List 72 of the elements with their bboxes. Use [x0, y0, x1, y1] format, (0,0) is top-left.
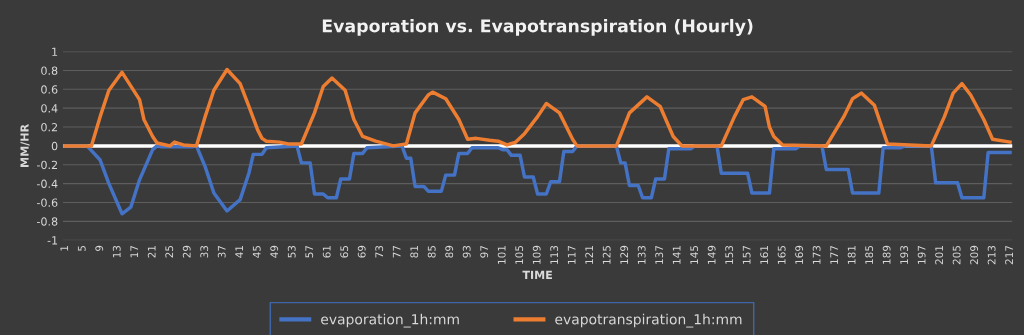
x-tick-label: 181	[847, 246, 856, 264]
legend-label: evapotranspiration_1h:mm	[555, 313, 742, 328]
x-tick-label: 37	[217, 245, 226, 258]
x-tick-label: 145	[690, 245, 699, 264]
x-tick-label: 161	[760, 246, 769, 264]
x-tick-label: 173	[812, 245, 821, 264]
x-tick-label: 117	[567, 245, 576, 264]
x-tick-label: 97	[480, 245, 489, 258]
x-tick-label: 133	[637, 245, 646, 264]
x-tick-label: 157	[742, 245, 751, 264]
x-tick-label: 81	[410, 246, 419, 258]
x-tick-label: 45	[252, 245, 261, 258]
y-tick-label: -1	[47, 236, 58, 245]
x-tick-label: 185	[865, 245, 874, 264]
y-tick-label: -0.8	[36, 217, 58, 226]
y-tick-label: -0.4	[36, 179, 58, 188]
x-tick-label: 77	[392, 245, 401, 258]
x-tick-label: 217	[1005, 245, 1013, 265]
x-tick-label: 169	[795, 245, 804, 264]
y-tick-label: 0.6	[41, 85, 58, 94]
x-tick-label: 149	[707, 245, 716, 264]
x-tick-label: 69	[357, 245, 366, 258]
x-tick-label: 29	[182, 245, 191, 258]
x-tick-label: 201	[935, 246, 944, 265]
x-tick-label: 205	[952, 245, 961, 265]
x-tick-label: 61	[322, 246, 331, 258]
x-tick-label: 33	[200, 245, 209, 258]
x-tick-label: 93	[462, 245, 471, 258]
x-tick-label: 25	[165, 245, 174, 258]
x-tick-label: 137	[655, 245, 664, 264]
x-tick-label: 9	[95, 245, 104, 252]
x-tick-label: 53	[287, 245, 296, 258]
x-tick-label: 65	[340, 245, 349, 258]
x-tick-label: 121	[585, 246, 593, 264]
x-tick-label: 209	[970, 245, 979, 265]
x-tick-label: 85	[427, 245, 436, 258]
chart-title: Evaporation vs. Evapotranspiration (Hourly)	[322, 18, 753, 36]
x-tick-label: 193	[900, 245, 909, 264]
x-tick-label: 1	[60, 246, 69, 251]
x-tick-label: 101	[497, 246, 506, 264]
x-tick-label: 49	[270, 245, 279, 258]
x-tick-label: 5	[77, 245, 86, 251]
x-tick-label: 113	[550, 245, 559, 264]
x-tick-label: 57	[305, 245, 314, 258]
x-tick-label: 213	[987, 245, 996, 265]
x-tick-label: 109	[532, 245, 541, 264]
x-tick-label: 13	[112, 245, 121, 258]
y-tick-label: -0.6	[36, 198, 58, 207]
y-tick-label: 0	[51, 141, 58, 151]
y-tick-label: 0.8	[41, 66, 58, 75]
x-tick-label: 73	[375, 245, 384, 258]
y-tick-label: -0.2	[36, 160, 57, 170]
y-tick-label: 0.2	[41, 123, 57, 132]
x-tick-label: 41	[235, 246, 244, 258]
x-tick-label: 129	[620, 245, 629, 264]
line-series	[63, 67, 1012, 148]
x-tick-label: 153	[725, 245, 734, 264]
x-axis-title: TIME	[522, 270, 552, 279]
y-tick-label: 0.4	[41, 104, 58, 113]
x-tick-label: 125	[602, 245, 611, 264]
x-tick-label: 177	[830, 245, 838, 264]
x-tick-label: 189	[882, 245, 891, 264]
x-tick-label: 141	[672, 246, 681, 264]
x-tick-label: 165	[777, 245, 786, 264]
x-tick-label: 197	[917, 245, 926, 264]
x-tick-label: 17	[130, 245, 139, 258]
x-tick-label: 89	[445, 245, 454, 258]
x-tick-label: 21	[147, 246, 156, 258]
y-axis-title: MM/HR	[20, 124, 30, 167]
legend-label: evaporation_1h:mm	[321, 313, 459, 328]
y-tick-label: 1	[52, 47, 58, 56]
x-tick-label: 105	[515, 245, 524, 264]
